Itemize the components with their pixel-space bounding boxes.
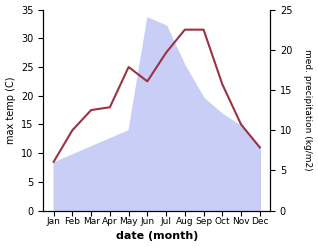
X-axis label: date (month): date (month) [115, 231, 198, 242]
Y-axis label: max temp (C): max temp (C) [5, 76, 16, 144]
Y-axis label: med. precipitation (kg/m2): med. precipitation (kg/m2) [303, 49, 313, 171]
